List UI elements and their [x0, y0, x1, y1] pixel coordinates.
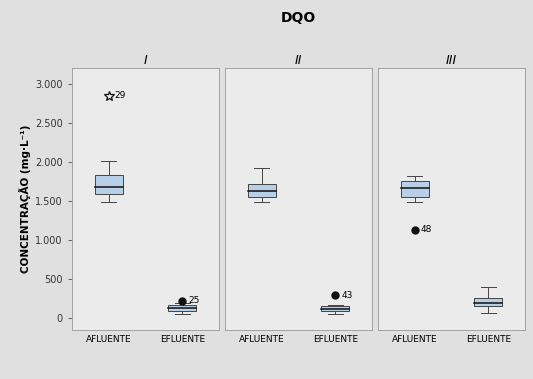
Bar	[95, 175, 123, 194]
Y-axis label: CONCENTRAÇÃO (mg·L⁻¹): CONCENTRAÇÃO (mg·L⁻¹)	[19, 125, 31, 273]
Text: DQO: DQO	[281, 11, 316, 25]
Bar	[474, 298, 502, 306]
Text: 29: 29	[115, 91, 126, 100]
Text: 48: 48	[421, 225, 432, 234]
Text: 25: 25	[188, 296, 199, 305]
Title: II: II	[295, 54, 302, 67]
Title: III: III	[446, 54, 457, 67]
Text: 43: 43	[341, 291, 352, 300]
Bar	[321, 306, 349, 311]
Bar	[401, 181, 429, 197]
Bar	[168, 305, 196, 311]
Title: I: I	[143, 54, 148, 67]
Bar	[248, 184, 276, 197]
